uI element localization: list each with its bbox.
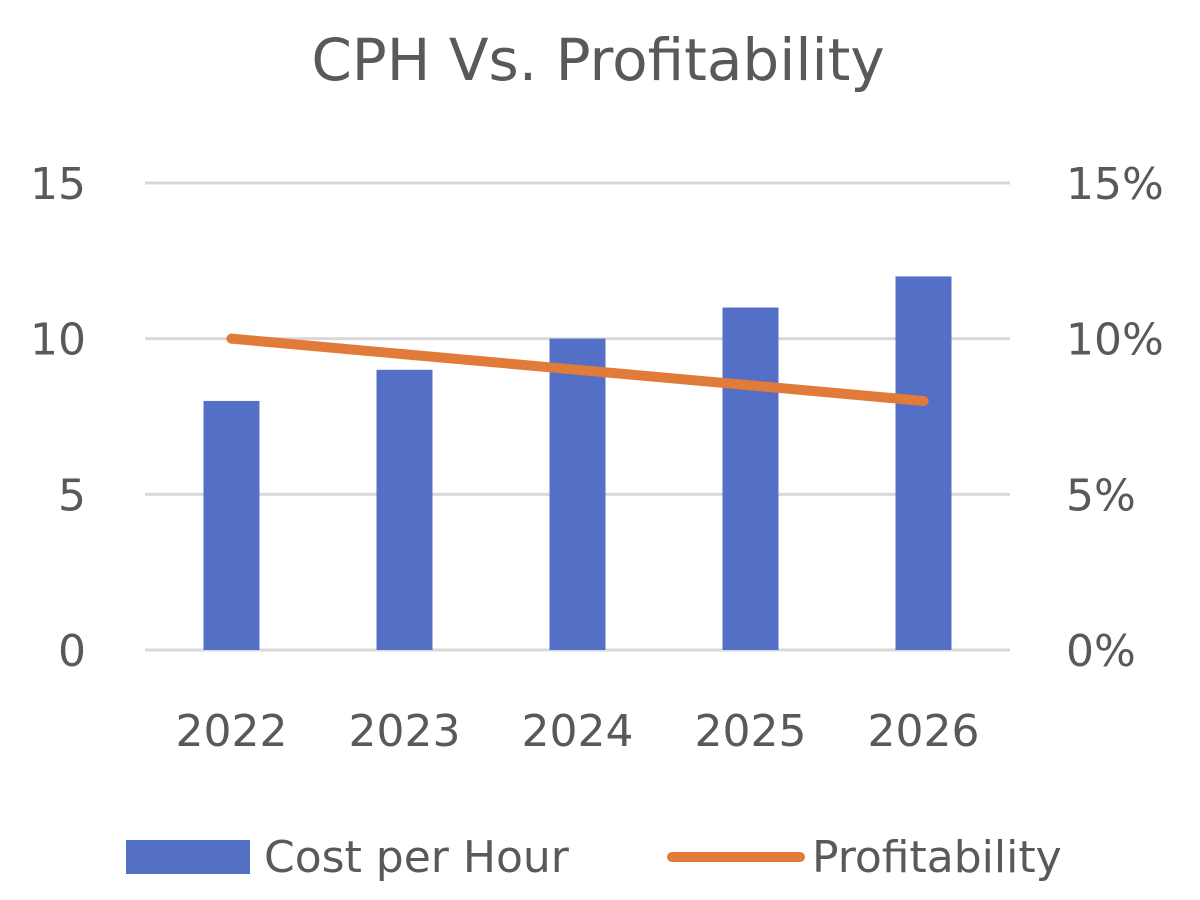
bar-series-cost-per-hour	[203, 276, 952, 650]
x-axis-tick-label: 2022	[176, 706, 288, 757]
bar-2026	[895, 276, 952, 650]
legend-label-cost-per-hour: Cost per Hour	[264, 832, 570, 883]
profitability-point-2022	[226, 333, 237, 344]
x-axis-tick-label: 2025	[695, 706, 807, 757]
x-axis: 2022 2023 2024 2025 2026	[176, 706, 980, 757]
chart-title: CPH Vs. Profitability	[311, 26, 884, 94]
left-axis-tick-label: 10	[30, 315, 86, 366]
right-axis-tick-label: 0%	[1066, 626, 1136, 677]
left-axis-tick-label: 15	[30, 159, 86, 210]
bar-2022	[203, 400, 260, 650]
right-axis-tick-label: 5%	[1066, 470, 1136, 521]
x-axis-tick-label: 2023	[349, 706, 461, 757]
legend-swatch-cost-per-hour	[126, 840, 250, 874]
profitability-point-2026	[918, 395, 929, 406]
right-axis-tick-label: 10%	[1066, 315, 1164, 366]
bar-2024	[549, 338, 606, 650]
line-series-profitability	[226, 333, 929, 406]
x-axis-tick-label: 2026	[868, 706, 980, 757]
profitability-point-2024	[572, 364, 583, 375]
left-axis-tick-label: 5	[58, 470, 86, 521]
profitability-point-2023	[399, 349, 410, 360]
right-axis: 0% 5% 10% 15%	[1066, 159, 1164, 677]
left-axis: 0 5 10 15	[30, 159, 86, 677]
bar-2023	[376, 369, 433, 650]
x-axis-tick-label: 2024	[522, 706, 634, 757]
legend: Cost per Hour Profitability	[126, 832, 1062, 883]
profitability-point-2025	[745, 380, 756, 391]
left-axis-tick-label: 0	[58, 626, 86, 677]
right-axis-tick-label: 15%	[1066, 159, 1164, 210]
legend-label-profitability: Profitability	[812, 832, 1062, 883]
bar-2025	[722, 307, 779, 650]
